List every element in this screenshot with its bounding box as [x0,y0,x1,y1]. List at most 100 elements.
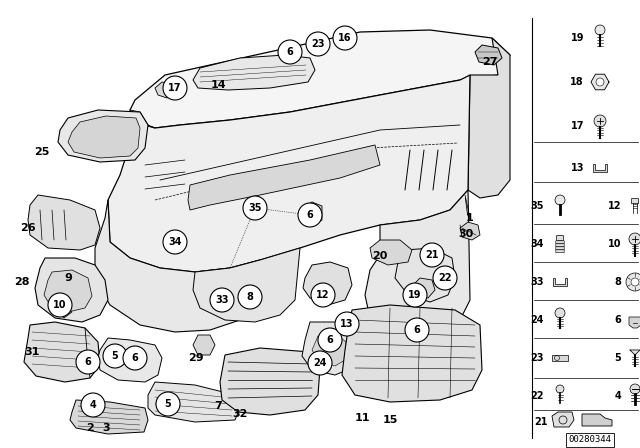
Polygon shape [370,240,412,265]
Polygon shape [188,145,380,210]
FancyBboxPatch shape [556,247,564,250]
Circle shape [596,78,604,86]
Polygon shape [630,350,640,355]
Circle shape [333,26,357,50]
Circle shape [311,283,335,307]
Circle shape [335,312,359,336]
Text: 24: 24 [313,358,327,368]
Text: 27: 27 [483,57,498,67]
Text: 4: 4 [90,400,97,410]
Circle shape [243,196,267,220]
Circle shape [555,308,565,318]
Text: 35: 35 [248,203,262,213]
Text: 6: 6 [287,47,293,57]
Text: 30: 30 [458,229,474,239]
Text: 19: 19 [408,290,422,300]
Text: 33: 33 [531,277,544,287]
Polygon shape [460,222,480,240]
Text: 19: 19 [570,33,584,43]
Text: 7: 7 [214,401,222,411]
FancyBboxPatch shape [557,236,563,241]
Circle shape [81,393,105,417]
Circle shape [123,346,147,370]
Circle shape [630,384,640,394]
Text: 23: 23 [311,39,324,49]
Circle shape [103,344,127,368]
Text: 26: 26 [20,223,36,233]
Polygon shape [28,195,100,250]
Text: 23: 23 [531,353,544,363]
Text: 6: 6 [614,315,621,325]
Text: 1: 1 [466,213,474,223]
Text: 31: 31 [24,347,40,357]
Text: 3: 3 [102,423,110,433]
Polygon shape [629,317,640,328]
Text: 20: 20 [372,251,388,261]
Circle shape [76,350,100,374]
Circle shape [631,278,639,286]
FancyBboxPatch shape [556,244,564,247]
Text: 22: 22 [531,391,544,401]
Text: 35: 35 [531,201,544,211]
FancyBboxPatch shape [632,198,639,204]
Polygon shape [148,382,240,422]
Text: 14: 14 [210,80,226,90]
Polygon shape [58,110,148,162]
Polygon shape [130,30,510,128]
Text: 9: 9 [64,273,72,283]
Text: 6: 6 [307,210,314,220]
Polygon shape [24,322,100,382]
Text: 18: 18 [570,77,584,87]
Text: 29: 29 [188,353,204,363]
Polygon shape [220,348,320,415]
Text: 5: 5 [111,351,118,361]
Circle shape [308,351,332,375]
Circle shape [210,288,234,312]
Polygon shape [593,164,607,172]
Circle shape [156,392,180,416]
Polygon shape [70,400,148,434]
Text: 6: 6 [84,357,92,367]
Circle shape [594,115,606,127]
Polygon shape [552,355,568,361]
Circle shape [163,230,187,254]
Text: 8: 8 [246,292,253,302]
Polygon shape [193,55,315,90]
Polygon shape [44,270,92,312]
Circle shape [405,318,429,342]
Circle shape [433,266,457,290]
Polygon shape [552,412,574,427]
Polygon shape [553,278,567,286]
Text: 34: 34 [168,237,182,247]
Text: 5: 5 [614,353,621,363]
Polygon shape [193,248,300,322]
Polygon shape [591,74,609,90]
Text: 6: 6 [413,325,420,335]
Polygon shape [130,110,155,128]
Text: 34: 34 [531,239,544,249]
Text: 5: 5 [164,399,172,409]
FancyBboxPatch shape [556,250,564,253]
Polygon shape [98,338,162,382]
Text: 00280344: 00280344 [568,435,611,444]
Circle shape [420,243,444,267]
Text: 21: 21 [534,417,548,427]
Circle shape [629,233,640,245]
Polygon shape [95,200,260,332]
Text: 4: 4 [614,391,621,401]
Text: 24: 24 [531,315,544,325]
Polygon shape [342,305,482,402]
Text: 6: 6 [132,353,138,363]
Polygon shape [108,75,470,272]
Circle shape [238,285,262,309]
Circle shape [626,273,640,291]
Polygon shape [468,38,510,198]
Circle shape [48,293,72,317]
Polygon shape [582,414,612,426]
Text: 25: 25 [35,147,50,157]
Circle shape [278,40,302,64]
Text: 11: 11 [355,413,370,423]
Text: 8: 8 [614,277,621,287]
Text: 6: 6 [326,335,333,345]
Polygon shape [35,258,108,322]
